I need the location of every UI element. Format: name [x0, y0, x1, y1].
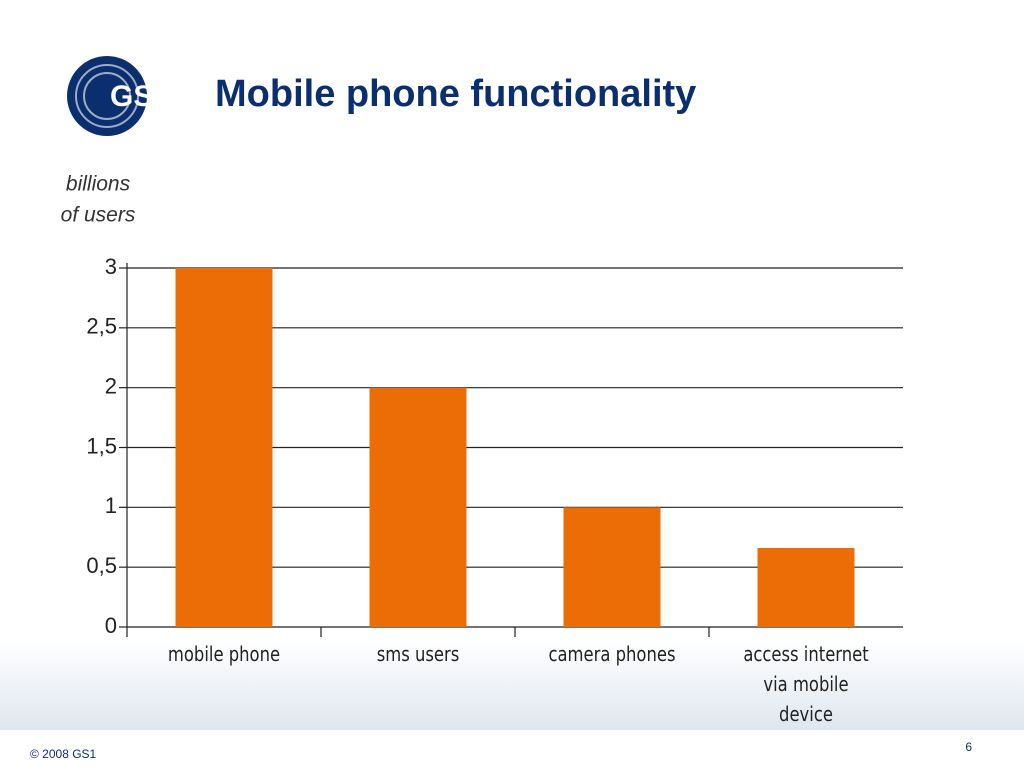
y-axis-label: billions: [66, 173, 131, 196]
bar: [757, 548, 855, 627]
page-number: 6: [965, 740, 972, 754]
x-tick-label: mobile phone: [167, 642, 281, 666]
copyright: © 2008 GS1: [30, 747, 97, 761]
y-tick-label: 2: [105, 373, 117, 398]
logo-text: GS1: [110, 80, 170, 113]
bar: [563, 507, 661, 627]
x-tick-label: camera phones: [548, 642, 676, 666]
y-tick-label: 3: [105, 254, 117, 279]
logo: GS1: [67, 56, 170, 136]
bar: [369, 387, 467, 627]
x-tick-label: access internet via mobile device: [743, 642, 869, 726]
y-tick-label: 1: [105, 493, 117, 518]
y-tick-label: 1,5: [86, 433, 117, 458]
x-tick-label: sms users: [376, 642, 460, 666]
y-tick-label: 0: [105, 613, 117, 638]
y-axis-label: of users: [61, 204, 136, 227]
y-tick-label: 0,5: [86, 553, 117, 578]
chart-title: Mobile phone functionality: [215, 73, 696, 115]
y-tick-label: 2,5: [86, 314, 117, 339]
decor-band: [0, 640, 1024, 730]
bar: [175, 268, 273, 627]
